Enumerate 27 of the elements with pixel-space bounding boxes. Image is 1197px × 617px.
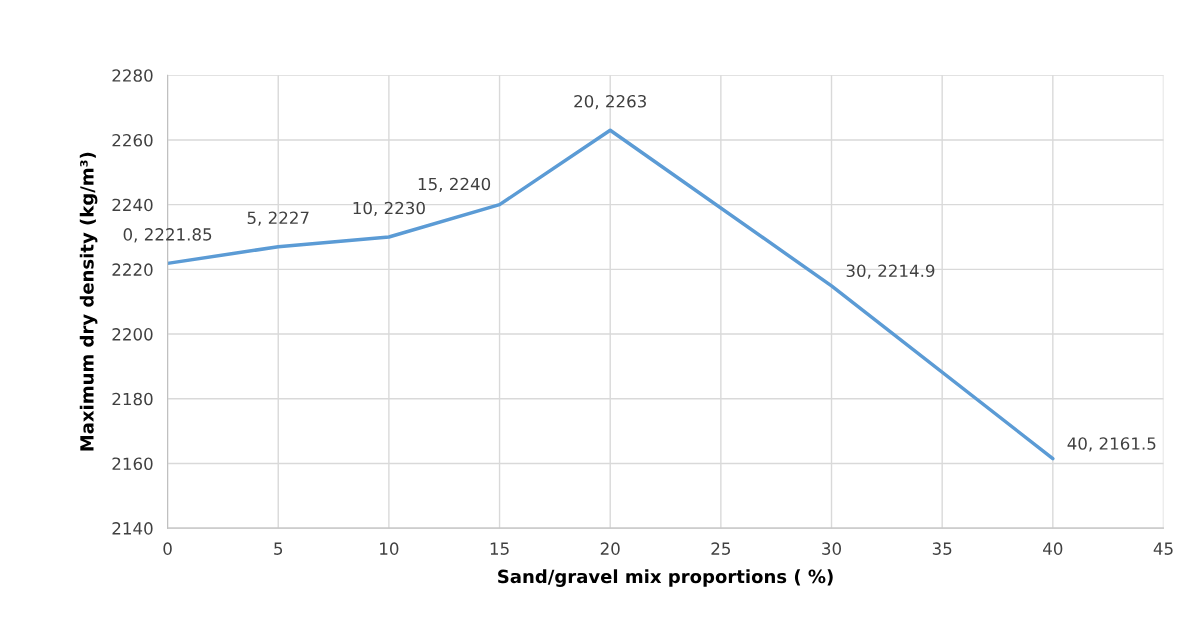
y-tick-label: 2260 <box>112 133 153 147</box>
x-tick-label: 5 <box>274 542 283 555</box>
x-tick-label: 30 <box>822 542 842 555</box>
x-tick-label: 20 <box>600 542 620 555</box>
y-tick-label: 2140 <box>112 522 153 535</box>
x-tick-label: 0 <box>163 542 172 555</box>
y-tick-label: 2180 <box>112 392 153 406</box>
x-tick-label: 35 <box>932 542 952 555</box>
x-tick-label: 15 <box>490 542 509 555</box>
x-tick-label: 25 <box>711 542 731 555</box>
data-label: 20, 2263 <box>574 94 646 110</box>
x-tick-label: 10 <box>380 542 399 555</box>
data-label: 40, 2161.5 <box>1067 437 1156 452</box>
data-label: 5, 2227 <box>247 211 309 226</box>
y-tick-label: 2160 <box>112 457 153 471</box>
y-tick-label: 2280 <box>112 69 153 82</box>
y-tick-label: 2200 <box>112 328 153 341</box>
y-axis-title: Maximum dry density (kg/m³) <box>79 152 98 451</box>
data-label: 0, 2221.85 <box>123 228 212 243</box>
data-label: 30, 2214.9 <box>846 264 935 279</box>
y-tick-label: 2240 <box>112 198 153 212</box>
x-tick-label: 40 <box>1043 542 1063 555</box>
data-label: 10, 2230 <box>353 201 425 217</box>
y-tick-label: 2220 <box>112 263 153 276</box>
x-axis-title: Sand/gravel mix proportions ( %) <box>498 569 833 587</box>
x-tick-label: 45 <box>1153 542 1173 555</box>
data-label: 15, 2240 <box>418 177 491 193</box>
